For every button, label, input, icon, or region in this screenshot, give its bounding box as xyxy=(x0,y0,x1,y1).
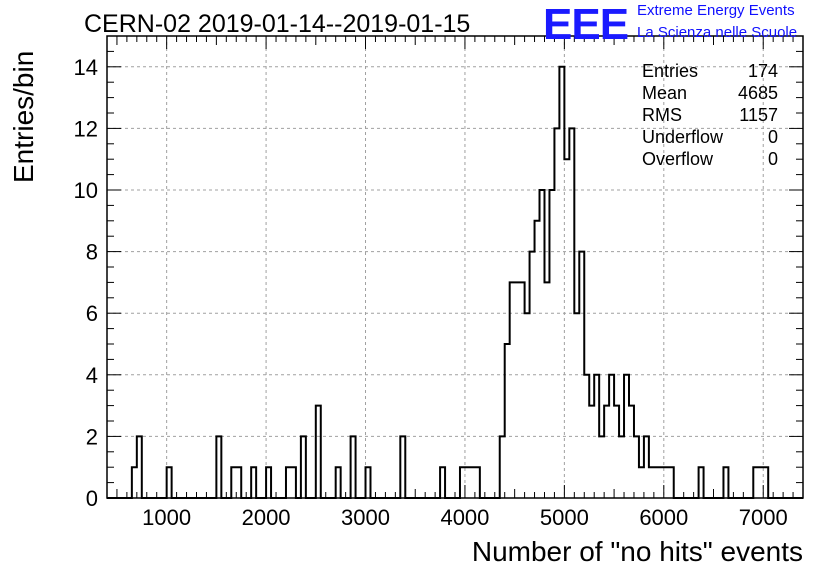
x-tick-label: 3000 xyxy=(341,505,390,530)
x-tick-label: 5000 xyxy=(540,505,589,530)
histogram-bin xyxy=(664,467,669,498)
axis-tick-labels: 1000 2000 3000 4000 5000 6000 7000 0 2 4 6 8 10 12 14 xyxy=(74,55,788,530)
x-tick-label: 1000 xyxy=(142,505,191,530)
stat-value: 4685 xyxy=(737,83,778,103)
histogram-bin xyxy=(619,436,624,498)
stat-label: Entries xyxy=(642,61,699,81)
y-tick-label: 8 xyxy=(86,240,98,265)
stats-box: Entries 174 Mean 4685 RMS 1157 Underflow… xyxy=(642,60,778,170)
x-tick-label: 2000 xyxy=(242,505,291,530)
stat-value: 1157 xyxy=(739,105,778,125)
histogram-bin xyxy=(535,221,540,498)
chart-title: CERN-02 2019-01-14--2019-01-15 xyxy=(84,10,471,38)
y-tick-label: 4 xyxy=(86,363,98,388)
stat-row-underflow: Underflow 0 xyxy=(642,126,778,148)
stat-value: 174 xyxy=(747,61,778,81)
histogram-bin xyxy=(465,467,470,498)
x-tick-label: 6000 xyxy=(639,505,688,530)
x-tick-label: 7000 xyxy=(739,505,788,530)
stat-row-entries: Entries 174 xyxy=(642,60,778,82)
histogram-bin xyxy=(470,467,475,498)
histogram-bin xyxy=(589,406,594,498)
y-tick-label: 6 xyxy=(86,301,98,326)
histogram-bin xyxy=(599,436,604,498)
histogram-bin xyxy=(515,282,520,498)
axis-ticks xyxy=(107,35,804,499)
histogram-bin xyxy=(544,282,549,498)
histogram-bin xyxy=(520,282,525,498)
logo-line-1: Extreme Energy Events xyxy=(637,2,795,19)
stat-row-mean: Mean 4685 xyxy=(642,82,778,104)
histogram-bin xyxy=(654,467,659,498)
stat-label: Mean xyxy=(642,83,688,103)
x-axis-label: Number of "no hits" events xyxy=(471,536,803,567)
stat-value: 0 xyxy=(767,149,778,169)
y-axis-label: Entries/bin xyxy=(8,50,39,183)
histogram-bin xyxy=(525,313,530,498)
histogram-bin xyxy=(649,467,654,498)
histogram-bin xyxy=(564,159,569,498)
histogram-bin xyxy=(659,467,664,498)
histogram-bin xyxy=(639,467,644,498)
y-tick-label: 12 xyxy=(74,116,98,141)
stat-value: 0 xyxy=(767,127,778,147)
x-tick-label: 4000 xyxy=(440,505,489,530)
grid-lines xyxy=(107,36,803,498)
y-tick-label: 10 xyxy=(74,178,98,203)
stat-label: Overflow xyxy=(642,149,714,169)
stat-row-overflow: Overflow 0 xyxy=(642,148,778,170)
stat-row-rms: RMS 1157 xyxy=(642,104,778,126)
histogram-bin xyxy=(574,313,579,498)
y-tick-label: 14 xyxy=(74,55,98,80)
logo-line-2: La Scienza nelle Scuole xyxy=(637,24,798,41)
histogram-bin xyxy=(758,467,763,498)
eee-logo: EEE xyxy=(543,0,629,49)
y-tick-label: 2 xyxy=(86,424,98,449)
stat-label: RMS xyxy=(642,105,682,125)
stat-label: Underflow xyxy=(642,127,724,147)
y-tick-label: 0 xyxy=(86,486,98,511)
